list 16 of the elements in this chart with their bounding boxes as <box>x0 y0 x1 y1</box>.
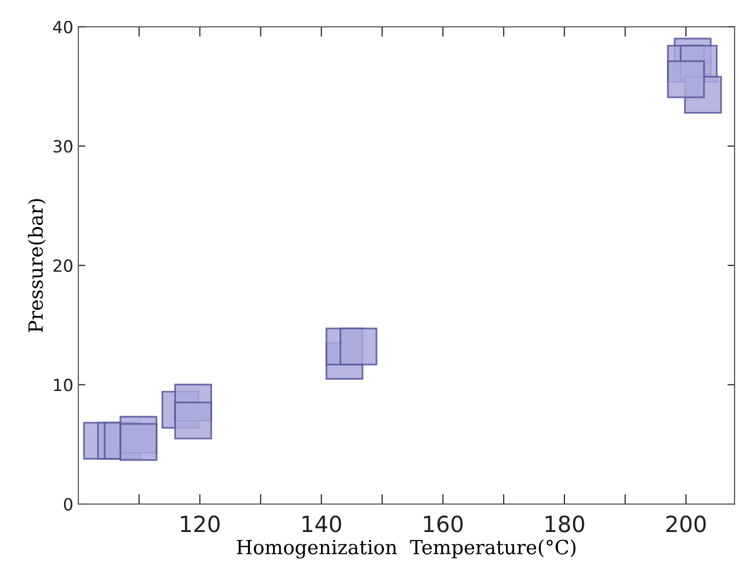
x-tick-label: 180 <box>546 516 584 532</box>
y-tick-label: 10 <box>54 378 72 392</box>
point <box>340 328 378 366</box>
y-axis-title: Pressure(bar) <box>28 199 46 332</box>
y-tick-label: 0 <box>64 498 72 511</box>
point <box>174 402 212 440</box>
y-tick-label: 30 <box>54 140 72 153</box>
y-tick-label: 20 <box>53 259 72 272</box>
x-axis-title: Homogenization Temperature(°C) <box>236 539 576 559</box>
point <box>120 423 158 461</box>
x-tick-label: 160 <box>424 516 463 532</box>
point <box>667 60 705 98</box>
x-tick-label: 140 <box>302 516 342 532</box>
x-tick-label: 200 <box>666 516 706 532</box>
x-tick-label: 120 <box>181 516 220 532</box>
y-tick-label: 40 <box>53 20 72 34</box>
